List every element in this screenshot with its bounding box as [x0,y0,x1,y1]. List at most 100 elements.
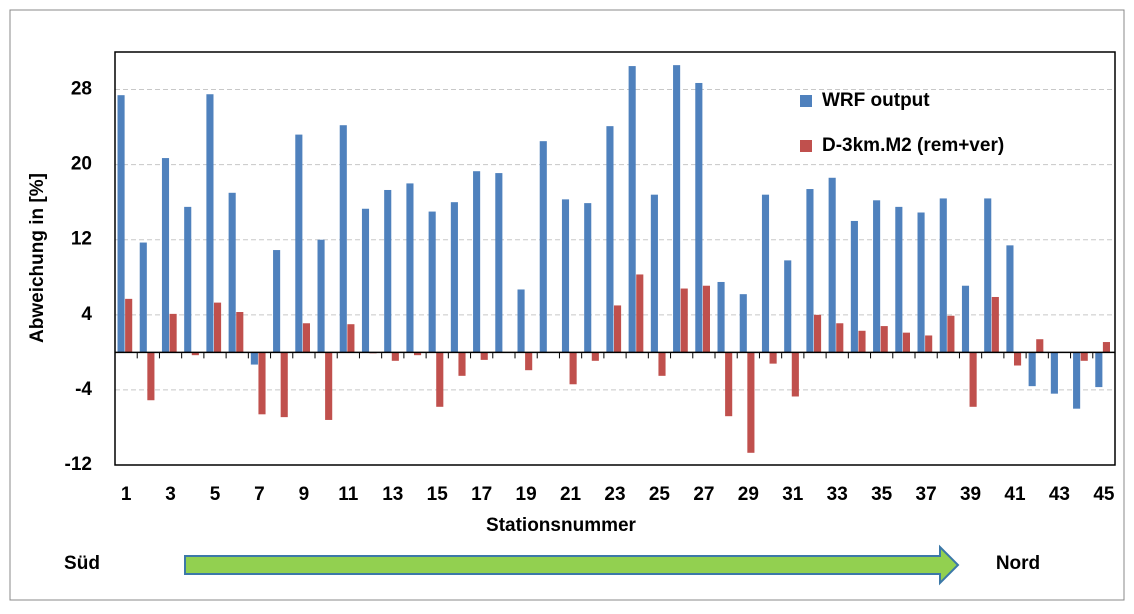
bar [961,285,970,353]
bar [214,302,222,353]
bar [347,324,355,353]
bar [206,94,214,353]
bar [406,183,414,353]
bar [650,194,658,353]
bar [1028,352,1036,387]
bar [828,177,836,353]
bar [139,242,147,353]
bar [473,171,481,353]
bar [125,298,133,353]
bar [436,352,444,407]
x-tick-label: 31 [782,484,804,505]
x-tick-label: 21 [560,484,582,505]
x-tick-label: 7 [254,484,265,505]
bar [384,189,392,353]
bar [236,312,244,353]
bar [1073,352,1081,409]
bar [784,260,792,353]
bar [658,352,666,376]
y-tick-label: -12 [65,454,92,475]
bar [539,141,547,353]
y-tick-label: 28 [71,79,92,100]
bar [458,352,466,376]
x-tick-label: 3 [165,484,176,505]
bar [184,206,192,353]
x-tick-label: 27 [693,484,714,505]
bar [702,285,710,353]
y-tick-label: -4 [75,379,92,400]
bar [1080,352,1088,361]
bar [673,65,681,353]
x-tick-label: 43 [1049,484,1070,505]
bar [169,313,177,353]
direction-arrow [184,544,960,586]
bar [591,352,599,361]
bar [880,326,888,353]
x-tick-label: 1 [121,484,132,505]
legend-label: WRF output [822,90,930,111]
bar [295,134,303,353]
bar [902,332,910,353]
y-tick-label: 4 [81,304,92,325]
x-tick-label: 9 [299,484,310,505]
bar [561,199,570,353]
bar [725,352,733,417]
bar [791,352,799,397]
x-tick-label: 25 [649,484,671,505]
bar [339,125,347,353]
bar [317,239,325,353]
bar [739,294,747,353]
bar [628,66,636,353]
legend-swatch [800,140,812,152]
bar [925,335,933,353]
bar [147,352,155,401]
bar [695,82,703,353]
bar [969,352,977,407]
bar [569,352,577,385]
bar [525,352,533,371]
bar [917,212,925,353]
x-tick-label: 19 [516,484,537,505]
plot-frame [114,51,1116,466]
bar [1102,342,1110,353]
bar [428,211,436,353]
bar [636,274,644,353]
bar [858,330,866,353]
bar [450,202,458,353]
bar [414,352,422,356]
x-tick-label: 13 [382,484,403,505]
y-tick-label: 20 [71,154,92,175]
bar [228,192,236,353]
bar [873,200,881,353]
x-tick-label: 45 [1093,484,1115,505]
x-tick-label: 15 [427,484,449,505]
bar [161,158,170,353]
x-tick-label: 37 [916,484,937,505]
bar [325,352,333,420]
bar [1006,245,1014,353]
bar [947,315,955,353]
bar [302,323,310,353]
x-tick-label: 41 [1004,484,1026,505]
x-tick-label: 17 [471,484,492,505]
y-tick-label: 12 [71,229,92,250]
legend-label: D-3km.M2 (rem+ver) [822,135,1004,156]
bar [495,173,503,353]
bar [814,314,822,353]
bar [280,352,288,418]
bar [836,323,844,353]
x-axis-label: Stationsnummer [486,515,637,536]
bar [747,352,755,453]
arrow-end-label: Nord [996,553,1040,574]
bar [850,220,858,353]
x-tick-label: 39 [960,484,981,505]
bar [717,281,725,353]
bar [761,194,770,353]
bar [1050,352,1058,394]
legend-swatch [800,95,812,107]
bar [806,189,814,353]
y-axis-label: Abweichung in [%] [27,173,48,343]
bar [117,95,125,353]
bar [1036,339,1044,353]
x-tick-label: 23 [604,484,625,505]
